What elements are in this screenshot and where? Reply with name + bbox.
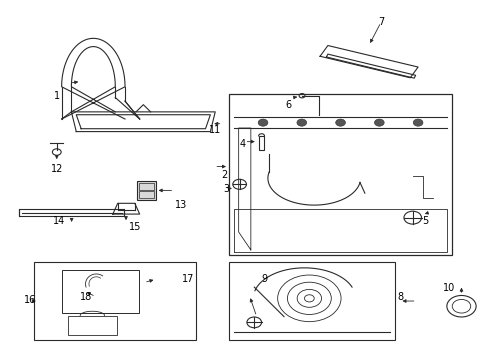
Bar: [19, 210, 124, 216]
Bar: [62, 270, 139, 313]
Bar: [137, 181, 156, 200]
Text: 1: 1: [54, 91, 60, 101]
Text: 4: 4: [240, 139, 245, 149]
Bar: [228, 262, 394, 339]
Text: 2: 2: [221, 170, 227, 180]
Text: 6: 6: [285, 100, 291, 110]
Bar: [228, 94, 451, 255]
Bar: [139, 192, 154, 198]
Text: 15: 15: [128, 222, 141, 231]
Text: 8: 8: [397, 292, 403, 302]
Text: 11: 11: [209, 125, 221, 135]
Bar: [34, 262, 195, 339]
Text: 16: 16: [24, 295, 36, 305]
Circle shape: [412, 119, 422, 126]
Text: 12: 12: [50, 164, 63, 174]
Circle shape: [296, 119, 306, 126]
Bar: [258, 136, 264, 149]
Text: 5: 5: [421, 216, 427, 226]
Text: 13: 13: [175, 200, 187, 210]
Text: 9: 9: [261, 274, 266, 284]
Text: 14: 14: [53, 216, 65, 226]
Text: 7: 7: [377, 17, 384, 27]
Text: 3: 3: [223, 184, 228, 194]
Text: 18: 18: [80, 292, 92, 302]
Bar: [68, 316, 117, 335]
Text: 17: 17: [182, 274, 194, 284]
Circle shape: [374, 119, 384, 126]
Circle shape: [258, 119, 267, 126]
Circle shape: [335, 119, 345, 126]
Text: 10: 10: [442, 283, 454, 293]
Bar: [139, 183, 154, 190]
